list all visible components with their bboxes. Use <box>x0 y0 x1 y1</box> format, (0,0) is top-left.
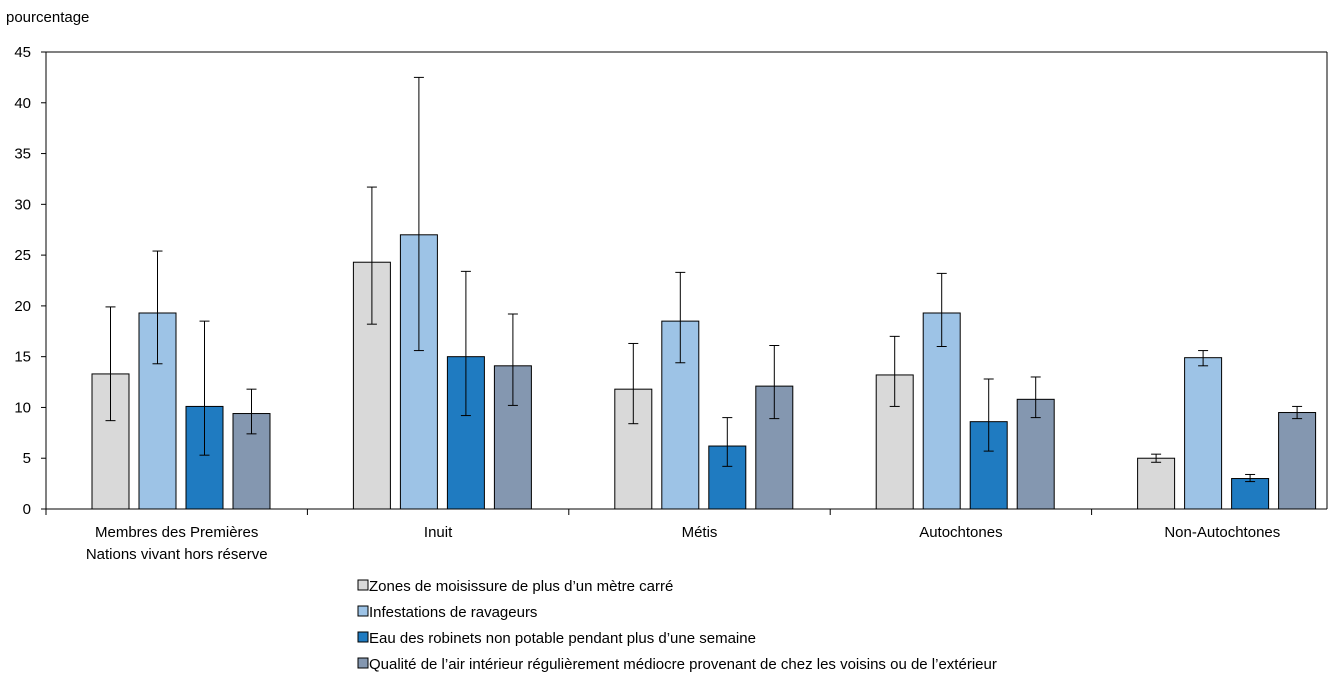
x-tick-label: Autochtones <box>919 524 1002 541</box>
legend-swatch <box>357 631 369 643</box>
bar <box>1231 478 1270 510</box>
y-tick-label: 25 <box>14 247 31 264</box>
legend-label: Qualité de l’air intérieur régulièrement… <box>369 656 997 673</box>
y-tick-label: 30 <box>14 196 31 213</box>
legend-swatch <box>357 657 369 669</box>
y-tick-label: 10 <box>14 399 31 416</box>
y-tick-label: 5 <box>23 450 31 467</box>
x-tick-label: Nations vivant hors réserve <box>86 546 268 563</box>
y-tick-label: 35 <box>14 146 31 163</box>
y-tick-label: 40 <box>14 95 31 112</box>
bar <box>1184 357 1223 510</box>
bar <box>1137 457 1176 510</box>
x-tick-label: Inuit <box>424 524 453 541</box>
x-tick-label: Métis <box>682 524 718 541</box>
legend-swatch <box>357 579 369 591</box>
legend-swatch <box>357 605 369 617</box>
legend-label: Zones de moisissure de plus d’un mètre c… <box>369 578 673 595</box>
legend-label: Eau des robinets non potable pendant plu… <box>369 630 756 647</box>
y-tick-label: 20 <box>14 298 31 315</box>
bar <box>1278 412 1317 510</box>
y-tick-label: 0 <box>23 501 31 518</box>
y-tick-label: 45 <box>14 44 31 61</box>
y-axis-label: pourcentage <box>6 9 89 26</box>
legend-label: Infestations de ravageurs <box>369 604 537 621</box>
y-tick-label: 15 <box>14 349 31 366</box>
x-tick-label: Membres des Premières <box>95 524 258 541</box>
x-tick-label: Non-Autochtones <box>1164 524 1280 541</box>
